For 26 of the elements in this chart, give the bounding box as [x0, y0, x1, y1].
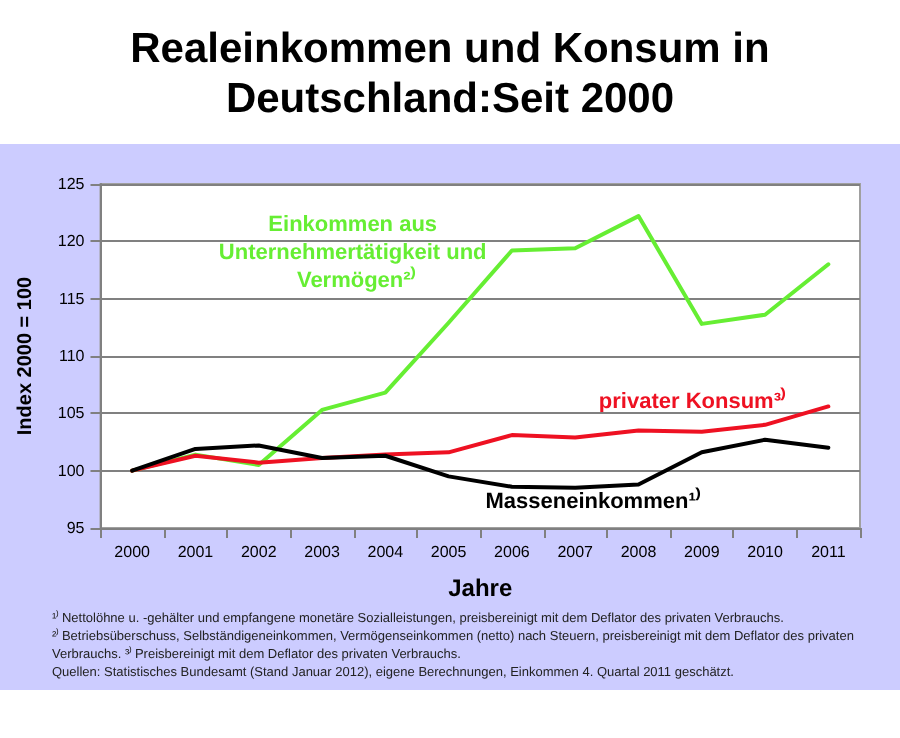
x-tick-label: 2007	[557, 543, 595, 561]
x-axis-title: Jahre	[448, 574, 513, 602]
x-tick-label: 2002	[240, 543, 278, 561]
x-tick-label: 2006	[494, 543, 531, 561]
y-tick-label: 105	[57, 404, 86, 423]
y-tick-label: 110	[58, 347, 86, 365]
x-tick-label: 2009	[683, 543, 721, 561]
line-series	[130, 437, 831, 490]
y-tick-label: 95	[66, 519, 86, 537]
x-tick-label: 2000	[114, 543, 152, 561]
chart-title: Realeinkommen und Konsum in Deutschland:Seit 2000	[0, 0, 900, 144]
y-tick-label: 120	[57, 232, 86, 251]
y-tick-label: 125	[57, 175, 86, 193]
y-tick-label: 115	[58, 289, 86, 308]
x-tick-label: 2008	[620, 543, 658, 561]
y-tick-label: 100	[57, 461, 86, 480]
y-axis-title: Index 2000 = 100	[15, 275, 37, 436]
series-label: Einkommen aus Unternehmertätigkeit und Vermögen²⁾	[218, 213, 493, 294]
series-label: privater Konsum³⁾	[598, 385, 787, 414]
x-tick-label: 2011	[811, 543, 847, 561]
x-tick-label: 2010	[747, 543, 784, 561]
x-tick-label: 2004	[367, 543, 405, 561]
series-label: Masseneinkommen¹⁾	[485, 486, 702, 515]
x-tick-label: 2005	[430, 543, 468, 561]
x-tick-label: 2001	[177, 543, 215, 561]
x-tick-label: 2003	[304, 543, 341, 561]
